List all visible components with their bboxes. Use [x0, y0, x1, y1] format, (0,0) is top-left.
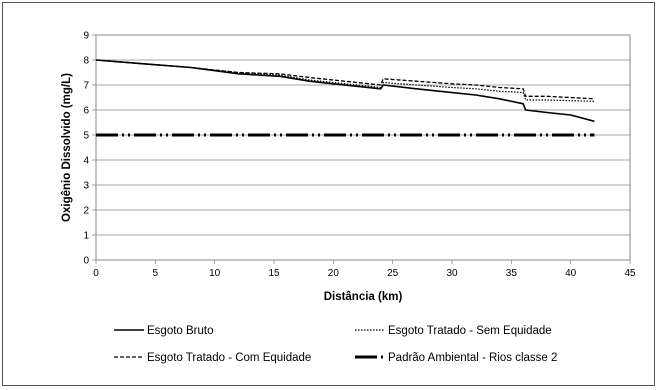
- y-tick-label: 7: [83, 81, 89, 92]
- y-tick-label: 2: [83, 206, 89, 217]
- y-tick-label: 0: [83, 256, 89, 267]
- legend-label: Esgoto Tratado - Sem Equidade: [388, 325, 552, 337]
- legend-label: Esgoto Tratado - Com Equidade: [147, 352, 311, 364]
- chart-frame: [2, 2, 655, 386]
- y-tick-label: 9: [83, 31, 89, 42]
- y-tick-label: 1: [83, 231, 89, 242]
- series-line: [95, 59, 595, 102]
- y-axis-title: Oxigênio Dissolvido (mg/L): [61, 73, 73, 222]
- legend-label: Esgoto Bruto: [147, 325, 213, 337]
- series-line: [95, 59, 595, 100]
- x-axis-title: Distância (km): [324, 291, 403, 303]
- legend-item: Esgoto Tratado - Com Equidade: [114, 352, 311, 364]
- x-tick-label: 5: [153, 268, 159, 279]
- x-tick-label: 0: [93, 268, 99, 279]
- y-tick-label: 8: [83, 56, 89, 67]
- x-tick-label: 25: [387, 268, 399, 279]
- plot-area: [95, 34, 631, 261]
- y-tick-label: 4: [83, 156, 89, 167]
- series-line: [95, 59, 595, 123]
- x-tick-label: 35: [506, 268, 518, 279]
- y-tick-label: 6: [83, 106, 89, 117]
- series-1: [95, 59, 595, 123]
- series-3: [95, 59, 595, 100]
- x-tick-label: 40: [565, 268, 577, 279]
- y-tick-label: 5: [83, 131, 89, 142]
- legend-item: Esgoto Tratado - Sem Equidade: [355, 325, 552, 337]
- legend-item: Esgoto Bruto: [114, 325, 213, 337]
- x-tick-label: 45: [624, 268, 636, 279]
- legend-item: Padrão Ambiental - Rios classe 2: [355, 352, 557, 364]
- legend-label: Padrão Ambiental - Rios classe 2: [388, 352, 557, 364]
- x-tick-label: 20: [328, 268, 340, 279]
- x-tick-label: 10: [209, 268, 221, 279]
- x-tick-label: 30: [446, 268, 458, 279]
- x-tick-label: 15: [268, 268, 280, 279]
- y-tick-label: 3: [83, 181, 89, 192]
